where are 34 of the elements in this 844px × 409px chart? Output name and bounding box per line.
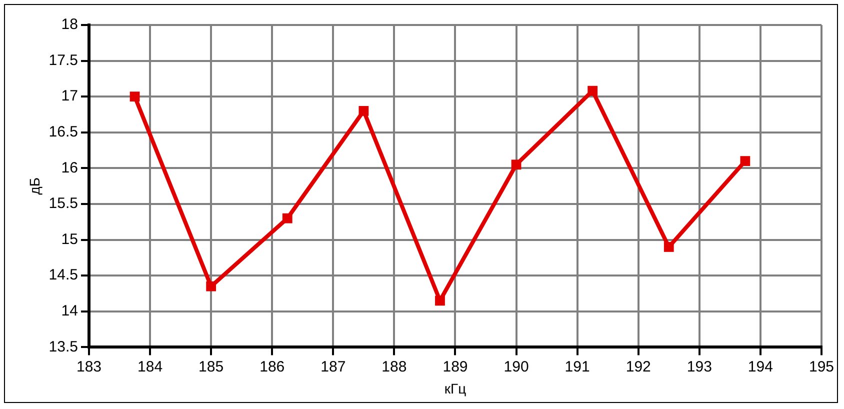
x-tick-label: 185 xyxy=(198,358,224,376)
y-axis-title: дБ xyxy=(26,177,42,195)
point xyxy=(740,156,750,166)
x-tick-label: 188 xyxy=(382,358,407,376)
y-tick-label: 14.5 xyxy=(48,266,78,284)
x-axis-title: кГц xyxy=(444,380,466,396)
point xyxy=(435,296,445,306)
x-tick-label: 186 xyxy=(260,358,285,376)
x-tick-label: 183 xyxy=(76,358,102,376)
y-tick-label: 14 xyxy=(61,302,78,320)
x-tick-label: 184 xyxy=(138,358,163,376)
y-tick-label: 17.5 xyxy=(48,52,78,69)
point xyxy=(664,242,674,252)
point xyxy=(511,160,522,170)
y-tick-label: 16 xyxy=(61,159,78,176)
y-tick-label: 15 xyxy=(61,230,78,248)
point xyxy=(358,106,369,116)
x-tick-label: 187 xyxy=(320,358,346,376)
x-tick-label: 193 xyxy=(686,358,712,376)
point xyxy=(206,281,216,292)
point xyxy=(282,213,292,224)
x-tick-label: 192 xyxy=(626,358,651,376)
point xyxy=(130,92,140,102)
y-tick-label: 18 xyxy=(61,16,78,34)
point xyxy=(588,86,598,96)
x-tick-label: 191 xyxy=(564,358,590,376)
y-tick-label: 17 xyxy=(61,88,78,105)
y-tick-label: 15.5 xyxy=(48,195,78,212)
x-tick-label: 189 xyxy=(442,358,468,376)
y-tick-label: 16.5 xyxy=(48,124,78,141)
x-tick-label: 190 xyxy=(504,358,529,376)
x-tick-label: 195 xyxy=(808,358,834,376)
y-tick-label: 13.5 xyxy=(48,338,78,356)
x-tick-label: 194 xyxy=(748,358,773,376)
